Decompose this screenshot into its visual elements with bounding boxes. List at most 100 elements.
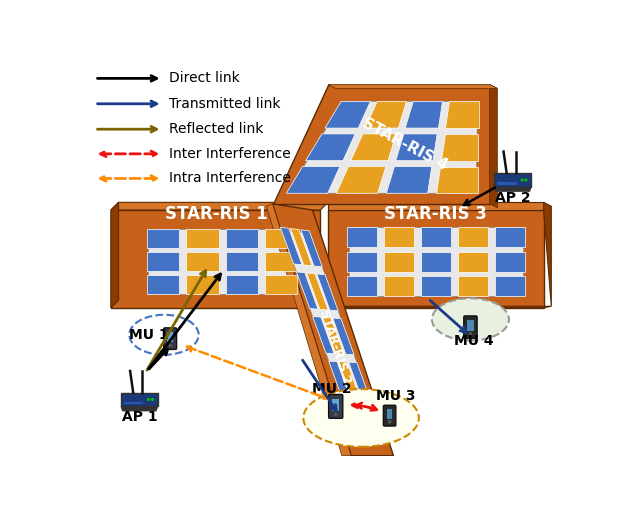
Text: AP 2: AP 2 (495, 191, 531, 205)
Polygon shape (347, 251, 377, 272)
Polygon shape (296, 272, 318, 309)
Text: MU 4: MU 4 (454, 334, 494, 348)
Polygon shape (349, 227, 523, 296)
Polygon shape (286, 166, 340, 193)
Polygon shape (186, 275, 219, 294)
FancyBboxPatch shape (164, 328, 177, 349)
Polygon shape (436, 166, 477, 193)
Polygon shape (349, 362, 370, 398)
Polygon shape (306, 134, 355, 161)
Polygon shape (387, 166, 432, 193)
Polygon shape (490, 84, 497, 208)
Polygon shape (345, 406, 366, 442)
Text: STAR-RIS 1: STAR-RIS 1 (165, 205, 268, 223)
Text: Direct link: Direct link (168, 71, 239, 86)
Polygon shape (494, 173, 531, 187)
Polygon shape (347, 227, 377, 247)
Polygon shape (384, 251, 414, 272)
Polygon shape (337, 166, 386, 193)
Polygon shape (497, 182, 516, 185)
Polygon shape (355, 406, 376, 442)
Text: STAR-RIS 2: STAR-RIS 2 (317, 308, 354, 385)
Polygon shape (301, 230, 323, 267)
Polygon shape (494, 187, 531, 191)
Circle shape (151, 398, 154, 401)
Polygon shape (121, 407, 158, 411)
Ellipse shape (432, 298, 509, 340)
Polygon shape (458, 251, 488, 272)
Text: MU 2: MU 2 (312, 382, 351, 396)
Polygon shape (495, 251, 525, 272)
Polygon shape (265, 252, 298, 271)
Text: STAR-RIS 4: STAR-RIS 4 (360, 116, 451, 174)
Polygon shape (467, 320, 474, 331)
Polygon shape (495, 276, 525, 296)
Text: MU 3: MU 3 (376, 389, 415, 402)
Polygon shape (226, 252, 258, 271)
Polygon shape (384, 227, 414, 247)
Polygon shape (458, 227, 488, 247)
Polygon shape (328, 210, 543, 308)
FancyBboxPatch shape (464, 316, 477, 338)
Circle shape (334, 412, 338, 416)
Polygon shape (226, 229, 258, 248)
Polygon shape (339, 361, 360, 398)
Polygon shape (265, 229, 298, 248)
Polygon shape (325, 101, 371, 128)
Polygon shape (328, 202, 543, 210)
Polygon shape (111, 210, 320, 308)
Polygon shape (111, 202, 118, 308)
Text: Inter Interference: Inter Interference (168, 147, 291, 161)
Polygon shape (307, 273, 328, 310)
Polygon shape (313, 316, 334, 354)
Polygon shape (543, 202, 551, 306)
Polygon shape (495, 227, 525, 247)
Polygon shape (317, 274, 338, 311)
Text: MU 1: MU 1 (129, 328, 168, 342)
Polygon shape (167, 332, 173, 342)
Polygon shape (186, 229, 219, 248)
FancyBboxPatch shape (383, 405, 396, 426)
Polygon shape (365, 407, 386, 442)
Polygon shape (226, 275, 258, 294)
Polygon shape (420, 276, 451, 296)
Circle shape (147, 398, 150, 401)
Polygon shape (384, 276, 414, 296)
Circle shape (168, 343, 172, 347)
Polygon shape (396, 134, 437, 161)
Polygon shape (405, 101, 442, 128)
Polygon shape (288, 101, 477, 193)
Polygon shape (328, 306, 551, 308)
Circle shape (388, 420, 392, 424)
Polygon shape (265, 275, 298, 294)
Polygon shape (266, 204, 351, 456)
Polygon shape (333, 318, 354, 355)
Polygon shape (273, 84, 490, 204)
Polygon shape (347, 276, 377, 296)
Polygon shape (186, 252, 219, 271)
Polygon shape (445, 101, 479, 128)
Polygon shape (282, 230, 385, 440)
Text: AP 1: AP 1 (122, 410, 157, 424)
Polygon shape (124, 402, 143, 404)
Text: STAR-RIS 3: STAR-RIS 3 (385, 205, 487, 223)
Polygon shape (111, 202, 328, 210)
Polygon shape (147, 252, 179, 271)
Text: Reflected link: Reflected link (168, 122, 263, 136)
Text: Transmitted link: Transmitted link (168, 97, 280, 111)
Polygon shape (420, 227, 451, 247)
Polygon shape (323, 317, 344, 354)
Polygon shape (329, 361, 350, 398)
Ellipse shape (303, 389, 419, 447)
Text: Intra Interference: Intra Interference (168, 172, 291, 185)
Polygon shape (147, 229, 179, 248)
Polygon shape (291, 228, 312, 266)
FancyBboxPatch shape (328, 394, 343, 418)
Polygon shape (387, 410, 392, 419)
Circle shape (468, 332, 472, 336)
Polygon shape (148, 229, 296, 294)
Polygon shape (273, 204, 394, 456)
Circle shape (524, 179, 527, 182)
Polygon shape (280, 227, 302, 265)
Polygon shape (441, 134, 478, 161)
